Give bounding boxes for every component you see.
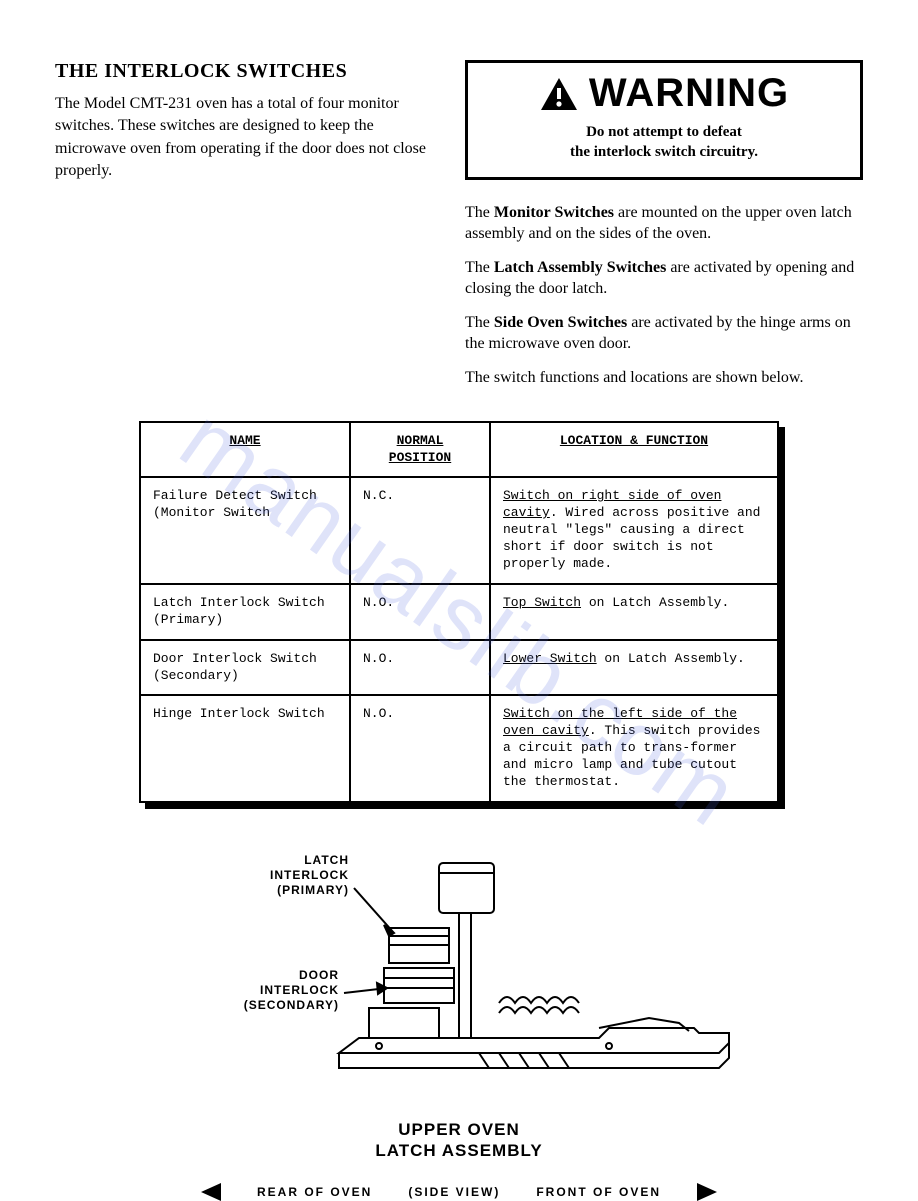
arrow-right-icon — [697, 1183, 717, 1201]
diagram-footer: REAR OF OVEN (SIDE VIEW) FRONT OF OVEN — [55, 1183, 863, 1201]
section-heading: THE INTERLOCK SWITCHES — [55, 60, 435, 83]
top-columns: THE INTERLOCK SWITCHES The Model CMT-231… — [55, 60, 863, 401]
cell-pos: N.C. — [350, 477, 490, 583]
warning-line1: Do not attempt to defeat — [586, 124, 742, 140]
p2-pre: The — [465, 259, 494, 276]
diagram-area: LATCH INTERLOCK (PRIMARY) DOOR INTERLOCK… — [139, 833, 779, 1113]
latch-assembly-diagram — [139, 833, 779, 1113]
intro-paragraph: The Model CMT-231 oven has a total of fo… — [55, 93, 435, 183]
warning-title: WARNING — [589, 71, 789, 116]
th-name: NAME — [140, 422, 350, 478]
cell-name: Hinge Interlock Switch — [140, 695, 350, 801]
cell-name: Door Interlock Switch (Secondary) — [140, 640, 350, 696]
para-functions-below: The switch functions and locations are s… — [465, 367, 863, 389]
cell-loc: Top Switch on Latch Assembly. — [490, 584, 778, 640]
diagram-title: UPPER OVEN LATCH ASSEMBLY — [55, 1119, 863, 1162]
table-header-row: NAME NORMAL POSITION LOCATION & FUNCTION — [140, 422, 778, 478]
p3-pre: The — [465, 314, 494, 331]
cell-name: Latch Interlock Switch (Primary) — [140, 584, 350, 640]
warning-box: WARNING Do not attempt to defeat the int… — [465, 60, 863, 180]
right-column: WARNING Do not attempt to defeat the int… — [465, 60, 863, 401]
para-latch-switches: The Latch Assembly Switches are activate… — [465, 257, 863, 300]
loc-ul: Top Switch — [503, 595, 581, 610]
diagram-titleine2: LATCH ASSEMBLY — [375, 1141, 542, 1160]
table-row: Failure Detect Switch (Monitor Switch N.… — [140, 477, 778, 583]
th-location: LOCATION & FUNCTION — [490, 422, 778, 478]
cell-pos: N.O. — [350, 640, 490, 696]
cell-pos: N.O. — [350, 584, 490, 640]
loc-rest: on Latch Assembly. — [581, 595, 729, 610]
diagram-title-line1: UPPER OVEN — [398, 1120, 519, 1139]
loc-ul: Lower Switch — [503, 651, 597, 666]
warning-title-row: WARNING — [480, 71, 848, 116]
p3-bold: Side Oven Switches — [494, 314, 627, 331]
para-side-switches: The Side Oven Switches are activated by … — [465, 312, 863, 355]
table-row: Latch Interlock Switch (Primary) N.O. To… — [140, 584, 778, 640]
th-position: NORMAL POSITION — [350, 422, 490, 478]
cell-pos: N.O. — [350, 695, 490, 801]
left-column: THE INTERLOCK SWITCHES The Model CMT-231… — [55, 60, 435, 401]
cell-loc: Switch on the left side of the oven cavi… — [490, 695, 778, 801]
warning-line2: the interlock switch circuitry. — [570, 144, 758, 160]
table-row: Door Interlock Switch (Secondary) N.O. L… — [140, 640, 778, 696]
warning-subtext: Do not attempt to defeat the interlock s… — [480, 122, 848, 163]
loc-rest: on Latch Assembly. — [597, 651, 745, 666]
p1-bold: Monitor Switches — [494, 204, 614, 221]
cell-loc: Switch on right side of oven cavity. Wir… — [490, 477, 778, 583]
switch-table: NAME NORMAL POSITION LOCATION & FUNCTION… — [139, 421, 779, 803]
warning-triangle-icon — [539, 76, 579, 112]
p1-pre: The — [465, 204, 494, 221]
cell-loc: Lower Switch on Latch Assembly. — [490, 640, 778, 696]
arrow-left-icon — [201, 1183, 221, 1201]
table-row: Hinge Interlock Switch N.O. Switch on th… — [140, 695, 778, 801]
switch-table-wrapper: NAME NORMAL POSITION LOCATION & FUNCTION… — [139, 421, 779, 803]
para-monitor-switches: The Monitor Switches are mounted on the … — [465, 202, 863, 245]
p2-bold: Latch Assembly Switches — [494, 259, 666, 276]
cell-name: Failure Detect Switch (Monitor Switch — [140, 477, 350, 583]
